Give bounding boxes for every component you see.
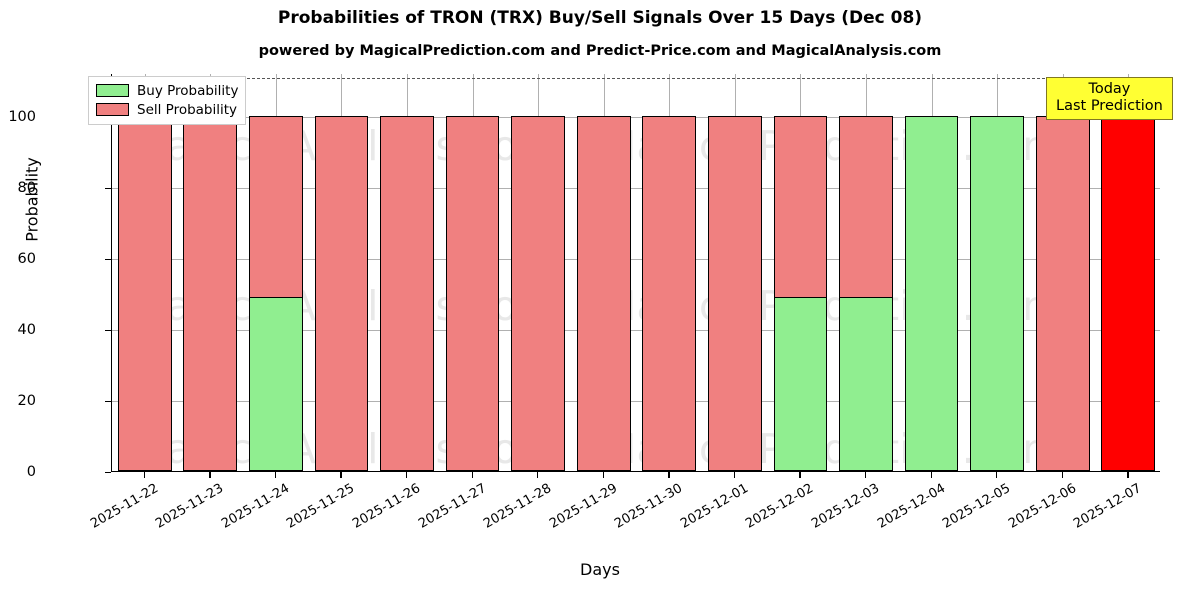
- x-tick-label: 2025-11-26: [350, 481, 424, 532]
- x-tick-label: 2025-12-07: [1071, 481, 1145, 532]
- bar-buy[interactable]: [773, 296, 828, 471]
- y-axis-label: Probability: [22, 157, 42, 242]
- bar-group[interactable]: [970, 74, 1024, 471]
- x-tick-label: 2025-11-27: [415, 481, 489, 532]
- x-tick-mark: [471, 472, 473, 478]
- bar-sell[interactable]: [380, 115, 434, 471]
- bar-group[interactable]: [445, 74, 500, 471]
- x-tick-mark: [209, 472, 211, 478]
- x-tick-label: 2025-12-02: [743, 481, 817, 532]
- legend-swatch-buy: [96, 84, 129, 97]
- gridline-horizontal: [112, 258, 1160, 260]
- bar-buy[interactable]: [970, 115, 1024, 471]
- y-tick-label: 0: [26, 464, 36, 480]
- gridline-horizontal: [112, 400, 1160, 402]
- bar-group[interactable]: [1035, 74, 1090, 471]
- x-tick-label: 2025-11-30: [612, 481, 686, 532]
- legend-item-buy: Buy Probability: [96, 81, 238, 100]
- legend-label-sell: Sell Probability: [137, 101, 238, 118]
- x-tick-mark: [930, 472, 932, 478]
- y-tick-label: 60: [17, 250, 36, 267]
- chart-legend: Buy Probability Sell Probability: [88, 76, 247, 125]
- bar-buy[interactable]: [904, 115, 959, 471]
- bar-sell[interactable]: [445, 115, 500, 471]
- y-tick-mark: [105, 472, 111, 474]
- bar-group[interactable]: [117, 74, 172, 471]
- bar-sell[interactable]: [183, 115, 238, 471]
- y-tick-label: 80: [17, 179, 36, 196]
- legend-swatch-sell: [96, 103, 129, 116]
- y-tick-mark: [105, 329, 111, 332]
- x-tick-mark: [274, 472, 277, 478]
- bar-group[interactable]: [1101, 74, 1156, 471]
- y-tick-label: 20: [17, 392, 36, 409]
- x-tick-label: 2025-12-03: [809, 481, 883, 532]
- y-tick-mark: [105, 400, 111, 403]
- y-tick-mark: [105, 187, 111, 189]
- bar-group[interactable]: [511, 74, 566, 471]
- x-tick-mark: [602, 472, 605, 478]
- plot-area: MagicalAnalysis.comMagicalPrediction.com…: [111, 74, 1160, 472]
- reference-line: [112, 77, 1160, 79]
- x-tick-label: 2025-12-01: [677, 481, 751, 532]
- bar-sell[interactable]: [511, 115, 566, 471]
- bar-sell[interactable]: [1035, 115, 1090, 471]
- bar-group[interactable]: [642, 74, 697, 471]
- bar-sell[interactable]: [117, 115, 172, 471]
- bar-sell[interactable]: [576, 115, 631, 471]
- x-tick-label: 2025-11-22: [87, 481, 161, 532]
- bar-group[interactable]: [380, 74, 434, 471]
- legend-item-sell: Sell Probability: [96, 100, 238, 119]
- bar-group[interactable]: [576, 74, 631, 471]
- bar-group[interactable]: [707, 74, 762, 471]
- bar-group[interactable]: [314, 74, 369, 471]
- bar-group[interactable]: [773, 74, 828, 471]
- gridline-horizontal: [112, 187, 1160, 189]
- x-tick-mark: [340, 472, 342, 478]
- bar-sell[interactable]: [642, 115, 697, 471]
- today-line-1: Today: [1088, 81, 1131, 97]
- x-tick-label: 2025-11-23: [153, 481, 227, 532]
- today-annotation: Today Last Prediction: [1046, 77, 1173, 121]
- x-tick-mark: [668, 472, 670, 478]
- bar-group[interactable]: [904, 74, 959, 471]
- bar-sell[interactable]: [707, 115, 762, 471]
- gridline-horizontal: [112, 329, 1160, 331]
- x-tick-mark: [143, 472, 146, 478]
- x-tick-mark: [996, 472, 998, 478]
- bar-buy[interactable]: [249, 296, 303, 471]
- plot-inner: MagicalAnalysis.comMagicalPrediction.com…: [112, 74, 1160, 471]
- x-tick-label: 2025-11-25: [284, 481, 358, 532]
- bar-buy[interactable]: [839, 296, 893, 471]
- bar-sell[interactable]: [314, 115, 369, 471]
- x-tick-mark: [799, 472, 801, 478]
- x-tick-mark: [537, 472, 539, 478]
- x-tick-label: 2025-11-28: [481, 481, 555, 532]
- bar-group[interactable]: [183, 74, 238, 471]
- chart-title: Probabilities of TRON (TRX) Buy/Sell Sig…: [277, 8, 923, 28]
- bar-group[interactable]: [249, 74, 303, 471]
- bar-group[interactable]: [839, 74, 893, 471]
- x-tick-mark: [406, 472, 408, 478]
- x-tick-mark: [733, 472, 736, 478]
- x-tick-mark: [1127, 472, 1129, 478]
- x-tick-mark: [1061, 472, 1063, 478]
- x-axis-label: Days: [580, 560, 620, 579]
- x-tick-label: 2025-12-05: [940, 481, 1014, 532]
- x-tick-label: 2025-12-06: [1005, 481, 1079, 532]
- x-tick-label: 2025-11-29: [546, 481, 620, 532]
- x-tick-label: 2025-12-04: [874, 481, 948, 532]
- y-tick-label: 40: [17, 321, 36, 338]
- x-tick-label: 2025-11-24: [219, 481, 292, 532]
- gridline-horizontal: [112, 116, 1160, 118]
- bar-today-highlight[interactable]: [1101, 115, 1156, 471]
- y-tick-label: 100: [8, 108, 36, 125]
- x-tick-mark: [864, 472, 867, 478]
- legend-label-buy: Buy Probability: [137, 82, 239, 99]
- y-tick-mark: [105, 258, 111, 261]
- today-line-2: Last Prediction: [1056, 98, 1163, 115]
- chart-subtitle: powered by MagicalPrediction.com and Pre…: [258, 43, 942, 59]
